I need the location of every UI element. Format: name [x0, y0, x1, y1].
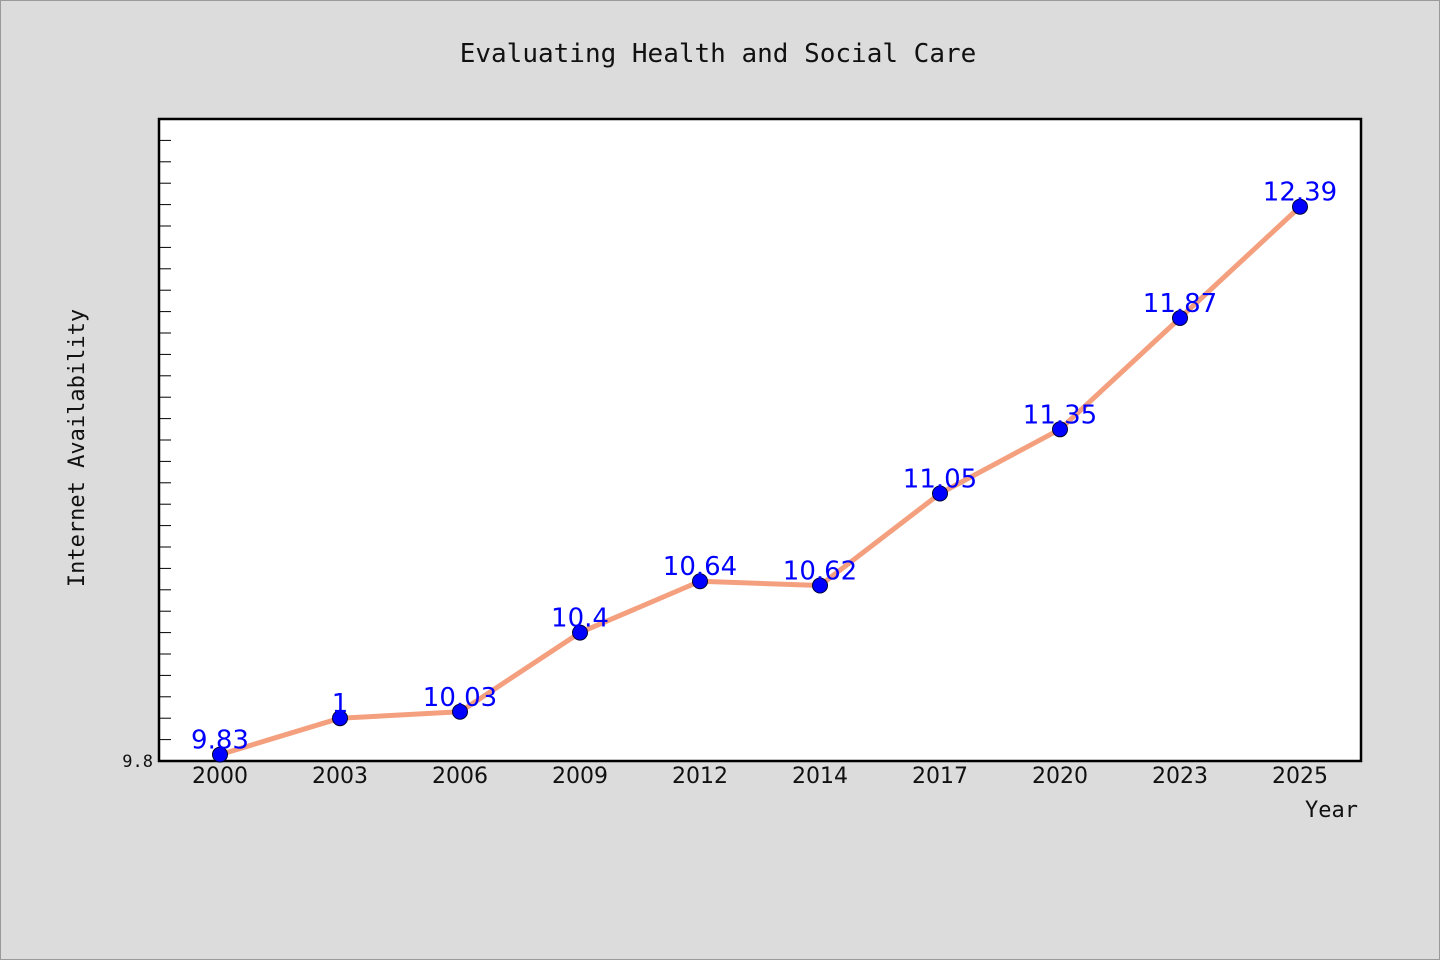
data-point	[692, 573, 708, 590]
data-label: 1	[332, 689, 349, 719]
data-point	[1052, 421, 1068, 438]
x-tick-label: 2025	[1272, 764, 1328, 789]
y-axis-label: Internet Availability	[65, 309, 90, 587]
x-tick-label: 2017	[912, 764, 968, 789]
y-axis-ticks: 9.8	[122, 139, 171, 772]
series-group	[212, 198, 1308, 763]
x-tick-label: 2003	[312, 764, 368, 789]
data-label: 11.35	[1023, 400, 1097, 430]
data-label: 9.83	[191, 726, 249, 756]
data-point	[452, 703, 468, 720]
x-tick-label: 2000	[192, 764, 248, 789]
data-label: 12.39	[1263, 178, 1337, 208]
data-label: 11.05	[903, 465, 977, 495]
x-tick-label: 2020	[1032, 764, 1088, 789]
x-axis-label: Year	[1305, 798, 1358, 823]
data-point	[332, 710, 348, 727]
data-labels-group: 9.83 1 10.03 10.4 10.64 10.62 11.05 11.35 11.87 1…	[191, 178, 1337, 756]
series-line	[217, 204, 1303, 758]
data-point	[1292, 198, 1308, 215]
data-point	[812, 577, 828, 594]
data-point	[572, 624, 588, 641]
data-point	[212, 746, 228, 763]
data-point	[932, 485, 948, 502]
plot-area	[157, 117, 1363, 763]
data-point	[1172, 310, 1188, 327]
data-label: 10.03	[423, 683, 497, 713]
y-tick-label: 9.8	[122, 752, 153, 772]
chart-title: Evaluating Health and Social Care	[460, 39, 977, 69]
x-tick-label: 2023	[1152, 764, 1208, 789]
data-label: 10.62	[783, 557, 857, 587]
x-tick-label: 2006	[432, 764, 488, 789]
data-label: 11.87	[1143, 289, 1217, 319]
data-label: 10.64	[663, 552, 737, 582]
x-tick-label: 2009	[552, 764, 608, 789]
x-tick-label: 2014	[792, 764, 848, 789]
data-label: 10.4	[551, 604, 609, 634]
x-tick-label: 2012	[672, 764, 728, 789]
x-axis-ticks: 2000 2003 2006 2009 2012 2014 2017 2020 2023 2025	[192, 764, 1328, 789]
